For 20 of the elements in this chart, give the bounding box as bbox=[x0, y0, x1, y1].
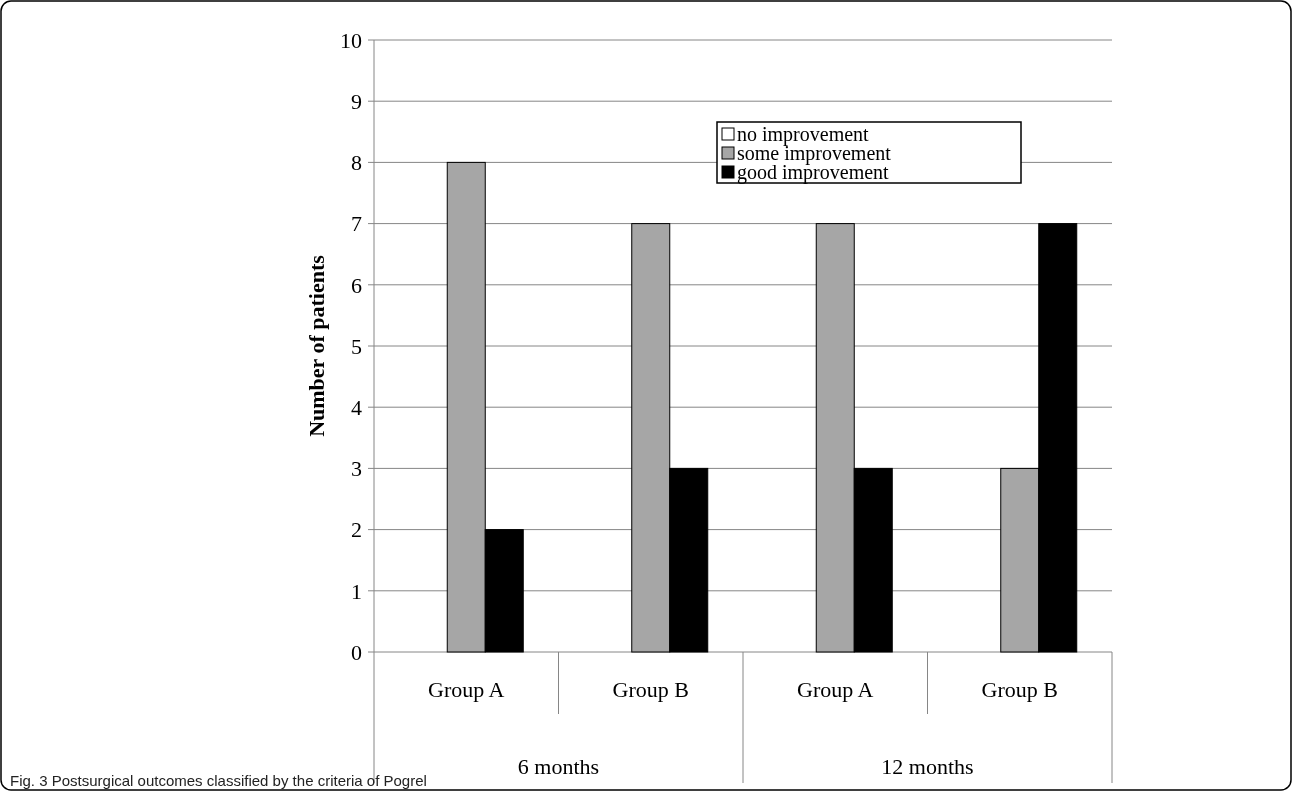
y-tick-label: 2 bbox=[351, 517, 362, 543]
y-tick-label: 1 bbox=[351, 578, 362, 604]
x-tick-label: Group A bbox=[797, 677, 874, 702]
y-tick-label: 5 bbox=[351, 333, 362, 359]
legend-label: no improvement bbox=[737, 123, 870, 146]
y-tick-label: 8 bbox=[351, 150, 362, 176]
y-tick-label: 9 bbox=[351, 88, 362, 114]
x-tick-label: Group B bbox=[981, 677, 1058, 702]
y-tick-label: 7 bbox=[351, 211, 362, 237]
y-axis-title: Number of patients bbox=[304, 254, 329, 437]
y-tick-label: 6 bbox=[351, 272, 362, 298]
text: Fig. 3 Postsurgical outcomes classified by the criteria of Pogrel bbox=[10, 772, 427, 789]
y-tick-label: 0 bbox=[351, 639, 362, 665]
x-tick-label: Group A bbox=[428, 677, 505, 702]
y-tick-label: 3 bbox=[351, 456, 362, 482]
y-tick-label: 10 bbox=[340, 27, 362, 53]
text: 12 months bbox=[881, 754, 974, 779]
x-tick-label: Group B bbox=[612, 677, 689, 702]
text: 6 months bbox=[517, 754, 600, 779]
y-tick-label: 4 bbox=[351, 394, 362, 420]
